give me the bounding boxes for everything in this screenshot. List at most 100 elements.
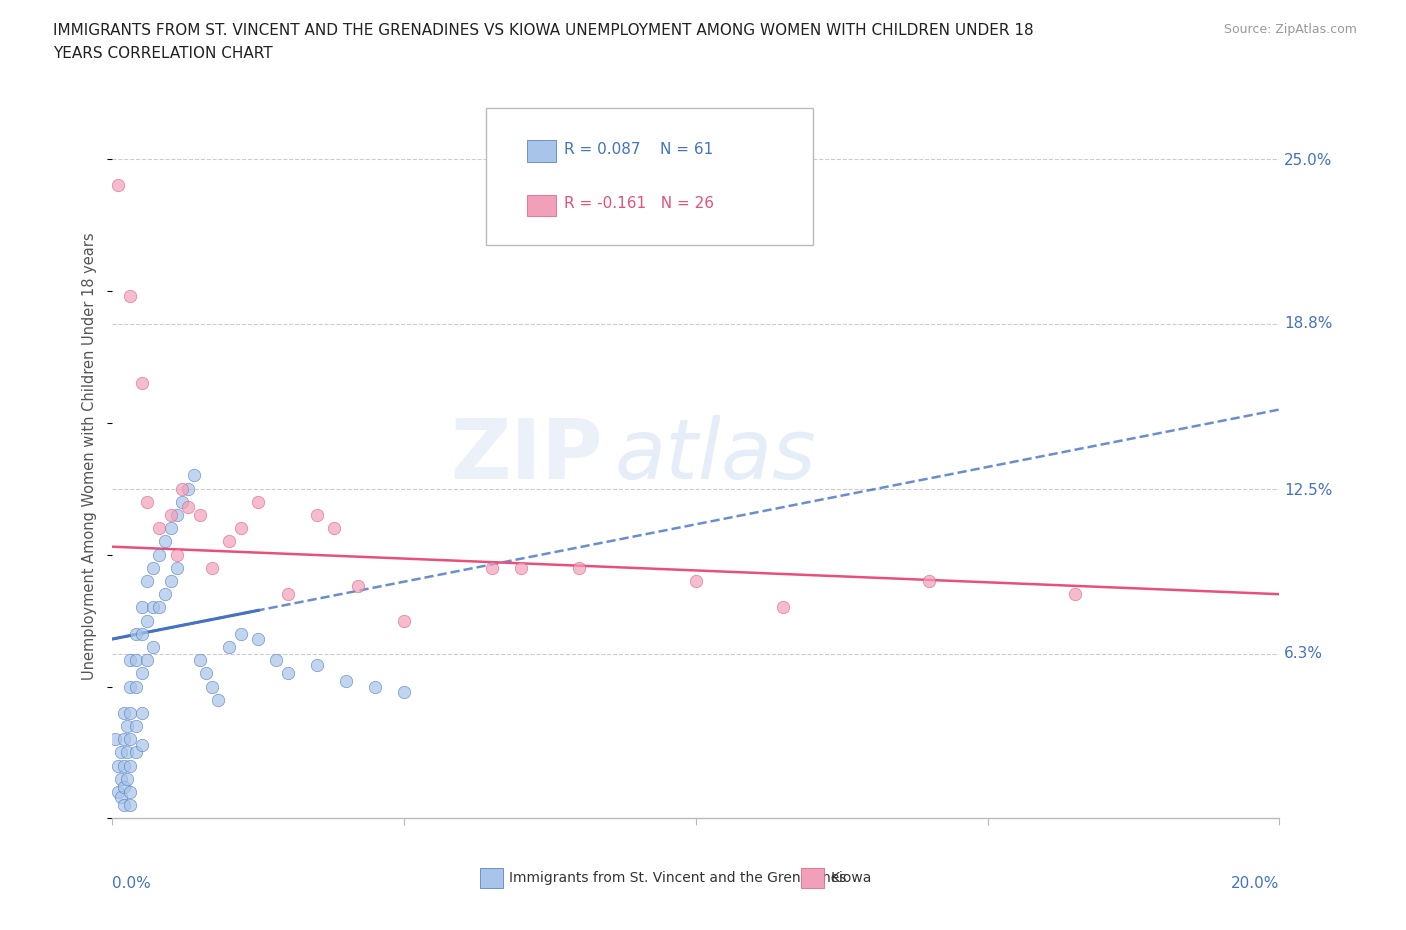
- Point: [118, 653, 141, 668]
- Point: [125, 745, 148, 760]
- Point: [481, 561, 503, 576]
- Point: [107, 785, 129, 800]
- Text: 0.0%: 0.0%: [112, 876, 152, 892]
- Point: [131, 706, 153, 721]
- Point: [153, 587, 176, 602]
- Point: [107, 758, 129, 773]
- Point: [1064, 587, 1087, 602]
- Point: [125, 626, 148, 641]
- Point: [112, 758, 135, 773]
- Point: [112, 798, 135, 813]
- Point: [685, 574, 707, 589]
- Text: Source: ZipAtlas.com: Source: ZipAtlas.com: [1223, 23, 1357, 36]
- Point: [118, 758, 141, 773]
- Point: [509, 561, 531, 576]
- Point: [131, 737, 153, 752]
- FancyBboxPatch shape: [479, 868, 503, 888]
- Point: [166, 561, 188, 576]
- Point: [148, 600, 170, 615]
- Point: [148, 547, 170, 562]
- Point: [194, 666, 217, 681]
- Point: [166, 508, 188, 523]
- Text: atlas: atlas: [614, 415, 815, 497]
- FancyBboxPatch shape: [486, 108, 813, 246]
- Point: [110, 790, 132, 804]
- FancyBboxPatch shape: [527, 140, 555, 162]
- Point: [247, 631, 270, 646]
- Point: [188, 508, 211, 523]
- Point: [125, 653, 148, 668]
- Text: 20.0%: 20.0%: [1232, 876, 1279, 892]
- Point: [305, 658, 328, 672]
- Point: [394, 613, 416, 628]
- Point: [264, 653, 287, 668]
- Point: [142, 640, 165, 655]
- Point: [323, 521, 346, 536]
- Point: [201, 561, 224, 576]
- Y-axis label: Unemployment Among Women with Children Under 18 years: Unemployment Among Women with Children U…: [82, 232, 97, 680]
- Point: [148, 521, 170, 536]
- Point: [125, 719, 148, 734]
- Point: [177, 499, 200, 514]
- Point: [136, 495, 159, 510]
- Point: [568, 561, 591, 576]
- Point: [118, 732, 141, 747]
- Point: [183, 468, 205, 483]
- Point: [305, 508, 328, 523]
- Point: [177, 481, 200, 496]
- Point: [125, 679, 148, 694]
- Text: YEARS CORRELATION CHART: YEARS CORRELATION CHART: [53, 46, 273, 61]
- Point: [118, 785, 141, 800]
- Point: [107, 178, 129, 193]
- Point: [335, 674, 357, 689]
- Point: [172, 495, 194, 510]
- Point: [118, 288, 141, 303]
- Point: [112, 706, 135, 721]
- Point: [160, 521, 183, 536]
- Point: [153, 534, 176, 549]
- Text: IMMIGRANTS FROM ST. VINCENT AND THE GRENADINES VS KIOWA UNEMPLOYMENT AMONG WOMEN: IMMIGRANTS FROM ST. VINCENT AND THE GREN…: [53, 23, 1033, 38]
- Point: [918, 574, 941, 589]
- Point: [201, 679, 224, 694]
- Point: [394, 684, 416, 699]
- Text: Immigrants from St. Vincent and the Grenadines: Immigrants from St. Vincent and the Gren…: [509, 870, 846, 884]
- Point: [112, 732, 135, 747]
- Text: R = -0.161   N = 26: R = -0.161 N = 26: [564, 196, 714, 211]
- Point: [115, 771, 138, 786]
- Point: [131, 666, 153, 681]
- Text: ZIP: ZIP: [450, 415, 603, 497]
- Point: [229, 626, 252, 641]
- Point: [772, 600, 794, 615]
- Point: [207, 692, 229, 707]
- Point: [188, 653, 211, 668]
- Point: [276, 587, 298, 602]
- FancyBboxPatch shape: [801, 868, 824, 888]
- Point: [276, 666, 298, 681]
- Point: [115, 719, 138, 734]
- Point: [218, 534, 240, 549]
- Point: [142, 561, 165, 576]
- Point: [131, 626, 153, 641]
- Text: Kiowa: Kiowa: [830, 870, 872, 884]
- Point: [112, 779, 135, 794]
- Point: [160, 574, 183, 589]
- Point: [346, 578, 368, 593]
- Point: [166, 547, 188, 562]
- Point: [136, 574, 159, 589]
- Point: [118, 798, 141, 813]
- Point: [131, 600, 153, 615]
- Point: [247, 495, 270, 510]
- Point: [142, 600, 165, 615]
- Point: [131, 376, 153, 391]
- Text: R = 0.087    N = 61: R = 0.087 N = 61: [564, 142, 713, 157]
- Point: [110, 745, 132, 760]
- FancyBboxPatch shape: [527, 194, 555, 217]
- Point: [136, 613, 159, 628]
- Point: [115, 745, 138, 760]
- Point: [118, 679, 141, 694]
- Point: [229, 521, 252, 536]
- Point: [160, 508, 183, 523]
- Point: [118, 706, 141, 721]
- Point: [218, 640, 240, 655]
- Point: [172, 481, 194, 496]
